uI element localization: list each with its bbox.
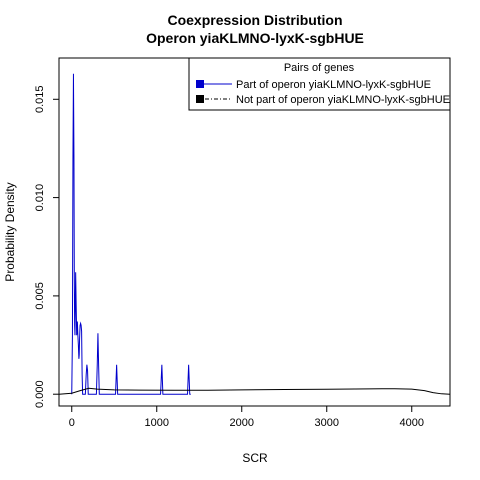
legend: Pairs of genes Part of operon yiaKLMNO-l… [188,57,451,111]
chart-title-line1: Coexpression Distribution [167,12,342,28]
chart-title-line2: Operon yiaKLMNO-lyxK-sgbHUE [146,30,364,46]
x-axis: 0 1000 2000 3000 4000 [69,405,424,429]
x-axis-label: SCR [242,451,268,465]
y-tick-label: 0.005 [34,282,46,310]
legend-box [188,57,451,111]
legend-title: Pairs of genes [284,62,355,74]
legend-swatch-operon [196,80,204,88]
plot-area [58,73,451,395]
legend-swatch-not-operon [196,95,204,103]
y-tick-label: 0.000 [34,380,46,408]
series-line-1 [58,387,451,395]
x-tick-label: 1000 [145,417,169,429]
y-axis: 0.000 0.005 0.010 0.015 [34,86,60,408]
y-tick-label: 0.010 [34,184,46,212]
x-tick-label: 3000 [315,417,339,429]
series-line-0 [71,73,191,395]
x-tick-label: 2000 [230,417,254,429]
y-axis-label: Probability Density [3,182,17,281]
legend-label-operon: Part of operon yiaKLMNO-lyxK-sgbHUE [236,79,431,91]
legend-label-not-operon: Not part of operon yiaKLMNO-lyxK-sgbHUE [236,94,450,106]
x-tick-label: 4000 [400,417,424,429]
x-tick-label: 0 [69,417,75,429]
y-tick-label: 0.015 [34,86,46,114]
